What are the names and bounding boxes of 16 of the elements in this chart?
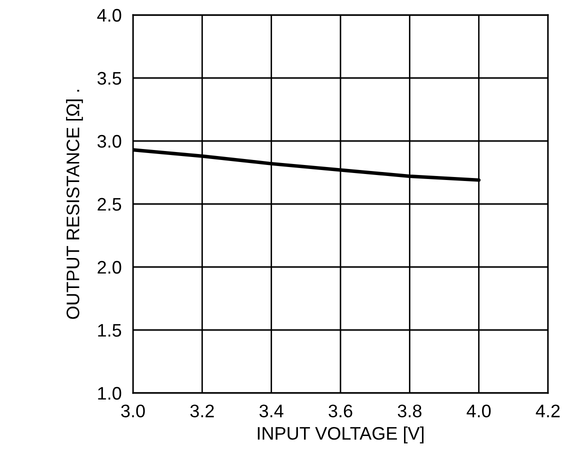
x-tick-label: 4.0 [466,404,491,418]
x-tick-label: 4.2 [536,404,560,418]
y-tick-label: 1.0 [98,386,122,400]
y-tick-label: 2.5 [98,198,122,211]
y-tick-label: 3.0 [97,134,122,148]
x-tick-label: 3.0 [121,404,145,418]
x-axis-title: INPUT VOLTAGE [V] [258,426,424,444]
y-tick-label: 1.5 [98,324,122,337]
x-tick-label: 3.6 [328,404,352,418]
y-axis-title: OUTPUT RESISTANCE [Ω] . [66,90,83,319]
y-tick-label: 2.0 [98,260,122,274]
y-tick-label: 3.5 [97,72,122,85]
y-tick-label: 4.0 [97,8,122,22]
x-tick-label: 3.2 [190,404,214,418]
x-tick-label: 3.4 [259,404,284,418]
x-tick-label: 3.8 [398,404,422,418]
